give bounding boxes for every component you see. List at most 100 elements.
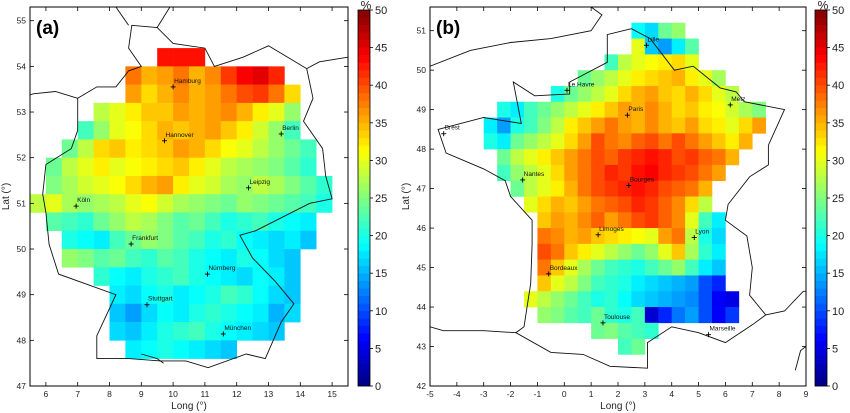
colorbar-segment — [815, 228, 827, 236]
heatmap-cell — [591, 259, 605, 276]
colorbar-segment — [358, 92, 370, 101]
city-label: Hamburg — [174, 78, 201, 85]
colorbar-segment — [358, 325, 370, 334]
colorbar-tick-label: 30 — [832, 155, 844, 167]
heatmap-cell — [631, 54, 646, 71]
heatmap-cell — [284, 139, 301, 158]
heatmap-cell — [725, 101, 740, 118]
heatmap-cell — [658, 85, 673, 103]
heatmap-cell — [604, 149, 619, 166]
heatmap-cell — [712, 243, 726, 260]
heatmap-cell — [204, 322, 222, 341]
heatmap-cell — [220, 102, 237, 122]
y-tick-label: 47 — [417, 184, 427, 194]
heatmap-cell — [631, 338, 646, 355]
heatmap-cell — [644, 101, 659, 118]
y-tick-label: 45 — [417, 263, 427, 273]
heatmap-cell — [93, 249, 110, 268]
heatmap-cell — [564, 164, 579, 182]
colorbar-segment — [358, 70, 370, 78]
heatmap-cell — [604, 54, 619, 71]
colorbar-segment — [358, 152, 370, 161]
x-tick-label: -2 — [507, 389, 515, 399]
heatmap-cell — [204, 194, 222, 213]
city-label: Leipzig — [249, 179, 270, 186]
colorbar-segment — [358, 205, 370, 214]
heatmap-cell — [658, 164, 673, 182]
colorbar-segment — [815, 167, 827, 176]
heatmap-cell — [685, 275, 699, 292]
heatmap-cell — [644, 38, 659, 55]
city-marker: Bourges — [626, 176, 655, 188]
heatmap-cell — [537, 101, 552, 118]
heatmap-cell — [685, 180, 699, 197]
heatmap-cell — [537, 196, 552, 213]
heatmap-cell — [524, 133, 538, 150]
city-label: Frankfurt — [132, 235, 158, 242]
heatmap-cell — [524, 164, 538, 182]
y-tick-label: 43 — [417, 342, 427, 352]
heatmap-cell — [252, 267, 269, 286]
heatmap-cell — [268, 212, 285, 232]
heatmap-cell — [644, 322, 659, 339]
heatmap-cell — [268, 303, 285, 323]
heatmap-cell — [93, 175, 110, 195]
colorbar-segment — [358, 265, 370, 274]
heatmap-cell — [268, 194, 285, 213]
heatmap-cell — [220, 194, 237, 213]
heatmap-cell — [157, 285, 174, 305]
x-tick-label: 8 — [777, 389, 782, 399]
heatmap-cell — [204, 66, 222, 85]
heatmap-cell — [752, 117, 767, 134]
heatmap-cell — [644, 70, 659, 87]
colorbar-segment — [358, 340, 370, 349]
y-axis-label: Lat (°) — [401, 183, 412, 210]
heatmap-cell — [658, 22, 673, 39]
colorbar-segment — [358, 213, 370, 221]
colorbar-segment — [815, 273, 827, 282]
heatmap-cell — [125, 212, 142, 232]
y-tick-label: 42 — [417, 381, 427, 391]
heatmap-cell — [141, 322, 158, 341]
heatmap-cell — [550, 101, 565, 118]
heatmap-cell — [644, 259, 659, 276]
city-marker: Berlin — [278, 125, 299, 137]
heatmap-cell — [109, 249, 126, 268]
heatmap-cell — [685, 149, 699, 166]
heatmap-cell — [712, 133, 726, 150]
heatmap-cell — [644, 243, 659, 260]
heatmap-cell — [236, 157, 253, 177]
heatmap-cell — [141, 340, 158, 359]
heatmap-cell — [252, 66, 269, 85]
x-tick-label: -1 — [534, 389, 542, 399]
heatmap-cell — [483, 117, 498, 134]
heatmap-cell — [173, 121, 190, 140]
y-tick-label: 44 — [417, 302, 427, 312]
colorbar-segment — [815, 243, 827, 251]
heatmap-cell — [125, 139, 142, 158]
heatmap-cell — [173, 157, 190, 177]
colorbar-segment — [815, 152, 827, 161]
y-tick-label: 47 — [17, 381, 27, 391]
heatmap-cell — [236, 102, 253, 122]
heatmap-cell — [698, 307, 713, 324]
heatmap-cell — [685, 70, 699, 87]
heatmap-cell — [157, 66, 174, 85]
city-marker: Stuttgart — [144, 296, 173, 308]
heatmap-cell — [109, 285, 126, 305]
heatmap-cell — [189, 230, 206, 250]
heatmap-cell — [157, 48, 174, 67]
city-marker: München — [220, 325, 251, 337]
heatmap-cell — [125, 230, 142, 250]
colorbar-tick-label: 5 — [375, 343, 381, 355]
colorbar-segment — [815, 145, 827, 154]
colorbar-segment — [815, 25, 827, 33]
colorbar-tick-label: 50 — [375, 5, 387, 17]
heatmap-cell — [220, 157, 237, 177]
colorbar-segment — [815, 70, 827, 78]
colorbar-segment — [358, 370, 370, 379]
heatmap-cell — [685, 54, 699, 71]
heatmap-cell — [577, 85, 592, 103]
city-label: Hannover — [166, 132, 195, 139]
heatmap-cell — [564, 133, 579, 150]
